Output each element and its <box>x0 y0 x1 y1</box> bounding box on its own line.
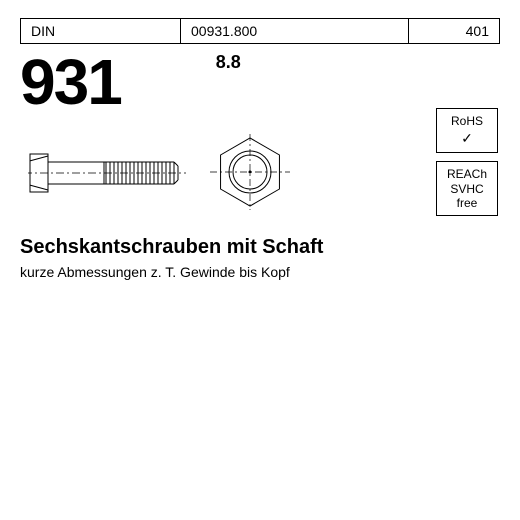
rohs-label: RoHS <box>451 114 483 128</box>
bolt-side-view <box>28 152 188 202</box>
header-number-right: 401 <box>409 19 499 43</box>
hex-front-view <box>210 134 290 210</box>
product-subtitle: kurze Abmessungen z. T. Gewinde bis Kopf <box>20 264 500 280</box>
grade-label: 8.8 <box>216 52 241 73</box>
header-din: DIN <box>21 19 181 43</box>
standard-number: 931 <box>20 50 121 114</box>
header-row: DIN 00931.800 401 <box>20 18 500 44</box>
product-title: Sechskantschrauben mit Schaft <box>20 236 500 259</box>
standard-row: 931 8.8 <box>20 50 500 114</box>
header-code: 00931.800 <box>181 19 409 43</box>
diagram-area <box>20 128 500 218</box>
